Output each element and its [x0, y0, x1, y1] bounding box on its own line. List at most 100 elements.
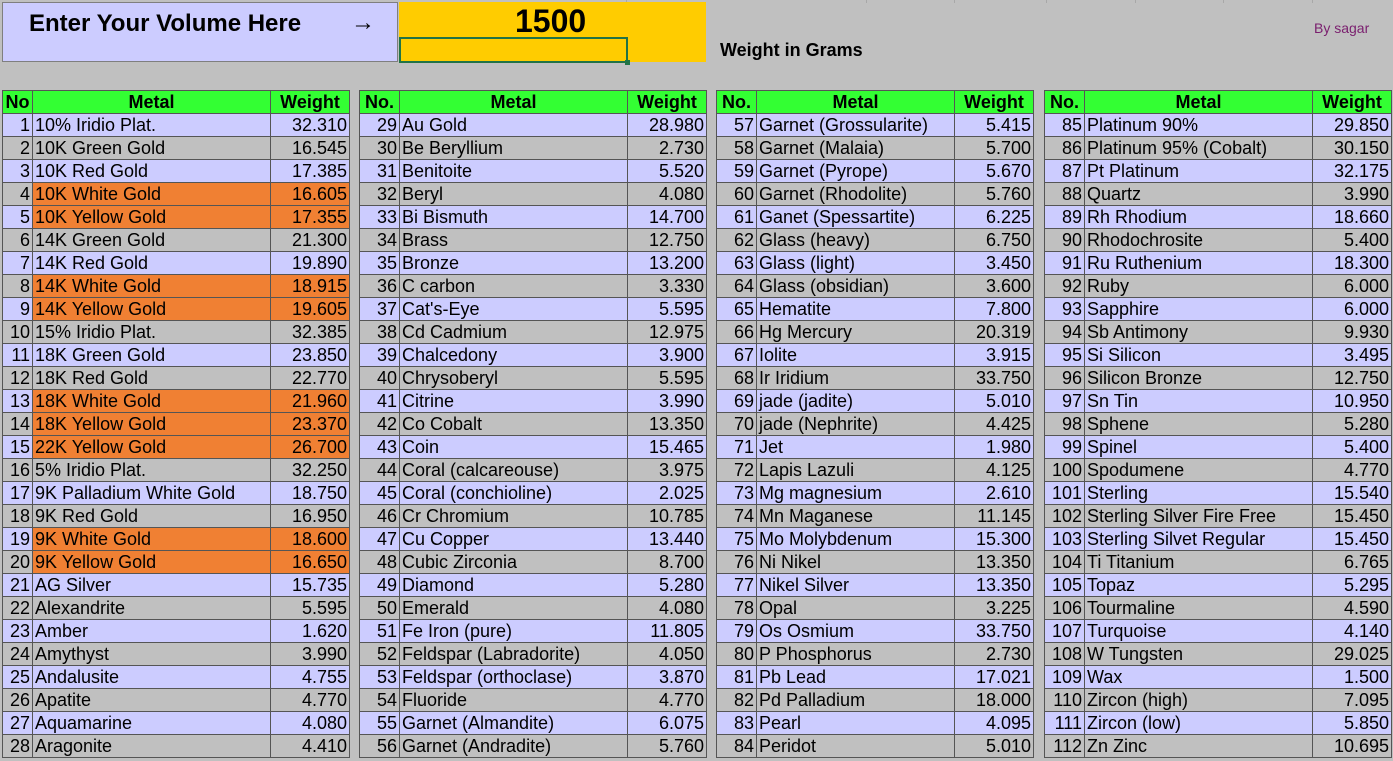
cell-metal[interactable]: 14K Green Gold: [32, 228, 271, 252]
cell-metal[interactable]: Fluoride: [399, 688, 628, 712]
cell-weight[interactable]: 5.010: [954, 734, 1034, 758]
cell-metal[interactable]: Chrysoberyl: [399, 366, 628, 390]
cell-metal[interactable]: Wax: [1084, 665, 1313, 689]
cell-no[interactable]: 109: [1044, 665, 1085, 689]
cell-weight[interactable]: 29.025: [1312, 642, 1392, 666]
cell-metal[interactable]: Mo Molybdenum: [756, 527, 955, 551]
cell-no[interactable]: 56: [359, 734, 400, 758]
volume-prompt-cell[interactable]: Enter Your Volume Here →: [2, 2, 398, 62]
cell-weight[interactable]: 22.770: [270, 366, 350, 390]
cell-metal[interactable]: Ni Nikel: [756, 550, 955, 574]
cell-no[interactable]: 34: [359, 228, 400, 252]
cell-weight[interactable]: 14.700: [627, 205, 707, 229]
header-no[interactable]: No.: [359, 90, 400, 114]
cell-no[interactable]: 37: [359, 297, 400, 321]
cell-metal[interactable]: Ruby: [1084, 274, 1313, 298]
cell-no[interactable]: 92: [1044, 274, 1085, 298]
cell-no[interactable]: 31: [359, 159, 400, 183]
cell-metal[interactable]: Lapis Lazuli: [756, 458, 955, 482]
cell-metal[interactable]: Chalcedony: [399, 343, 628, 367]
cell-metal[interactable]: AG Silver: [32, 573, 271, 597]
cell-weight[interactable]: 5.415: [954, 113, 1034, 137]
cell-metal[interactable]: Ti Titanium: [1084, 550, 1313, 574]
cell-no[interactable]: 9: [2, 297, 33, 321]
cell-weight[interactable]: 13.350: [627, 412, 707, 436]
cell-no[interactable]: 85: [1044, 113, 1085, 137]
cell-no[interactable]: 23: [2, 619, 33, 643]
cell-metal[interactable]: Spinel: [1084, 435, 1313, 459]
cell-no[interactable]: 45: [359, 481, 400, 505]
cell-metal[interactable]: Garnet (Almandite): [399, 711, 628, 735]
cell-metal[interactable]: Topaz: [1084, 573, 1313, 597]
cell-weight[interactable]: 15.300: [954, 527, 1034, 551]
cell-no[interactable]: 3: [2, 159, 33, 183]
cell-weight[interactable]: 11.805: [627, 619, 707, 643]
cell-no[interactable]: 40: [359, 366, 400, 390]
cell-weight[interactable]: 13.350: [954, 550, 1034, 574]
header-weight[interactable]: Weight: [270, 90, 350, 114]
cell-metal[interactable]: Garnet (Rhodolite): [756, 182, 955, 206]
cell-no[interactable]: 13: [2, 389, 33, 413]
cell-metal[interactable]: Emerald: [399, 596, 628, 620]
cell-weight[interactable]: 2.610: [954, 481, 1034, 505]
cell-weight[interactable]: 17.385: [270, 159, 350, 183]
cell-metal[interactable]: Amber: [32, 619, 271, 643]
cell-weight[interactable]: 15.465: [627, 435, 707, 459]
cell-metal[interactable]: Sterling Silver Fire Free: [1084, 504, 1313, 528]
cell-metal[interactable]: 10K White Gold: [32, 182, 271, 206]
cell-no[interactable]: 4: [2, 182, 33, 206]
cell-metal[interactable]: Zn Zinc: [1084, 734, 1313, 758]
cell-weight[interactable]: 3.990: [270, 642, 350, 666]
cell-weight[interactable]: 3.975: [627, 458, 707, 482]
cell-metal[interactable]: Bi Bismuth: [399, 205, 628, 229]
cell-metal[interactable]: Garnet (Malaia): [756, 136, 955, 160]
cell-no[interactable]: 74: [716, 504, 757, 528]
cell-no[interactable]: 8: [2, 274, 33, 298]
cell-no[interactable]: 76: [716, 550, 757, 574]
cell-metal[interactable]: Brass: [399, 228, 628, 252]
cell-weight[interactable]: 20.319: [954, 320, 1034, 344]
selected-cell[interactable]: [399, 37, 630, 65]
header-metal[interactable]: Metal: [756, 90, 955, 114]
header-metal[interactable]: Metal: [399, 90, 628, 114]
cell-metal[interactable]: 18K Green Gold: [32, 343, 271, 367]
cell-no[interactable]: 32: [359, 182, 400, 206]
cell-no[interactable]: 14: [2, 412, 33, 436]
header-metal[interactable]: Metal: [32, 90, 271, 114]
cell-no[interactable]: 79: [716, 619, 757, 643]
cell-metal[interactable]: Coin: [399, 435, 628, 459]
cell-no[interactable]: 25: [2, 665, 33, 689]
cell-no[interactable]: 19: [2, 527, 33, 551]
cell-metal[interactable]: Rh Rhodium: [1084, 205, 1313, 229]
cell-no[interactable]: 47: [359, 527, 400, 551]
cell-metal[interactable]: Aquamarine: [32, 711, 271, 735]
cell-weight[interactable]: 6.075: [627, 711, 707, 735]
cell-no[interactable]: 41: [359, 389, 400, 413]
cell-metal[interactable]: 10K Yellow Gold: [32, 205, 271, 229]
cell-metal[interactable]: Sapphire: [1084, 297, 1313, 321]
cell-weight[interactable]: 4.590: [1312, 596, 1392, 620]
cell-no[interactable]: 18: [2, 504, 33, 528]
cell-weight[interactable]: 3.990: [627, 389, 707, 413]
cell-no[interactable]: 38: [359, 320, 400, 344]
cell-weight[interactable]: 32.385: [270, 320, 350, 344]
cell-metal[interactable]: 14K White Gold: [32, 274, 271, 298]
cell-metal[interactable]: 9K Red Gold: [32, 504, 271, 528]
cell-metal[interactable]: Bronze: [399, 251, 628, 275]
cell-weight[interactable]: 18.600: [270, 527, 350, 551]
cell-no[interactable]: 50: [359, 596, 400, 620]
cell-metal[interactable]: 18K Yellow Gold: [32, 412, 271, 436]
cell-no[interactable]: 90: [1044, 228, 1085, 252]
cell-metal[interactable]: Au Gold: [399, 113, 628, 137]
cell-metal[interactable]: Spodumene: [1084, 458, 1313, 482]
cell-metal[interactable]: Tourmaline: [1084, 596, 1313, 620]
cell-metal[interactable]: Fe Iron (pure): [399, 619, 628, 643]
cell-weight[interactable]: 3.225: [954, 596, 1034, 620]
cell-metal[interactable]: Pb Lead: [756, 665, 955, 689]
cell-metal[interactable]: Benitoite: [399, 159, 628, 183]
cell-weight[interactable]: 13.440: [627, 527, 707, 551]
cell-weight[interactable]: 7.095: [1312, 688, 1392, 712]
cell-weight[interactable]: 5.400: [1312, 228, 1392, 252]
cell-metal[interactable]: Feldspar (orthoclase): [399, 665, 628, 689]
cell-metal[interactable]: Ganet (Spessartite): [756, 205, 955, 229]
